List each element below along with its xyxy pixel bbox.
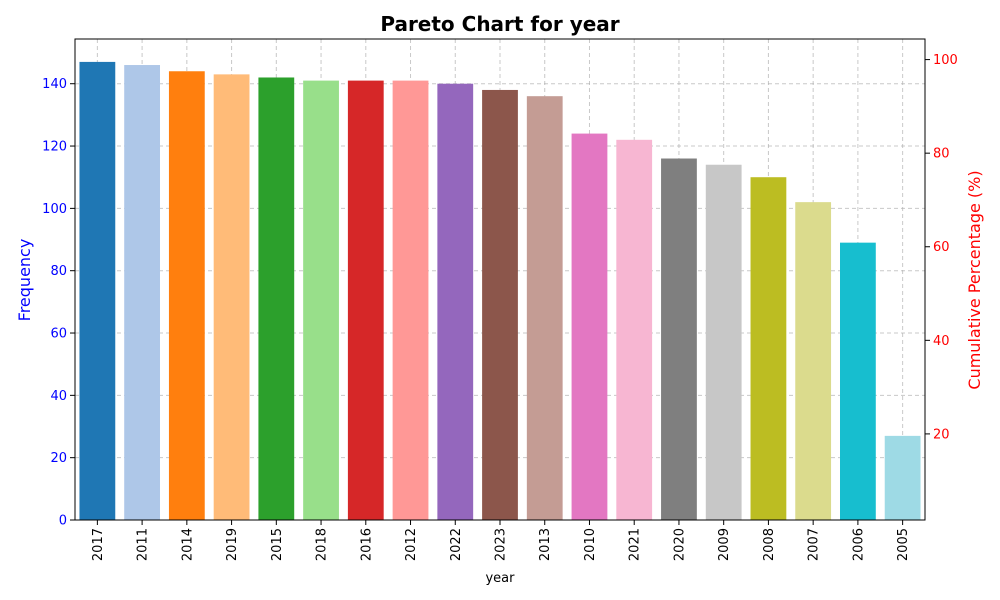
y-tick-label: 140 <box>42 77 67 92</box>
y-tick-label: 80 <box>50 264 67 279</box>
x-tick-label: 2014 <box>180 528 195 561</box>
x-tick-label: 2021 <box>628 528 643 561</box>
bar-2013 <box>526 96 563 521</box>
y2-axis-label: Cumulative Percentage (%) <box>965 170 984 389</box>
bar-2021 <box>616 139 653 520</box>
bar-2018 <box>303 80 339 520</box>
y-tick-label: 100 <box>42 202 67 217</box>
y2-tick-label: 60 <box>933 240 950 255</box>
y-tick-label: 120 <box>42 140 67 155</box>
y-axis-ticks: 0 20 40 60 80 100 120 140 <box>42 77 75 529</box>
y2-tick-label: 100 <box>933 53 958 68</box>
y2-tick-label: 20 <box>933 427 950 442</box>
x-tick-label: 2016 <box>359 528 374 561</box>
bar-2011 <box>124 65 160 520</box>
bar-2014 <box>168 71 205 520</box>
x-tick-label: 2015 <box>270 528 285 561</box>
y-axis-label: Frequency <box>15 239 34 322</box>
y-tick-label: 40 <box>50 389 67 404</box>
x-tick-label: 2020 <box>672 528 687 561</box>
y-tick-label: 60 <box>50 327 67 342</box>
x-tick-label: 2012 <box>404 528 419 561</box>
y2-axis-ticks: 20 40 60 80 100 <box>925 53 958 442</box>
y-tick-label: 0 <box>59 514 67 529</box>
x-tick-label: 2005 <box>896 528 911 561</box>
bar-2009 <box>705 164 742 520</box>
x-tick-label: 2009 <box>717 528 732 561</box>
bar-2022 <box>437 83 474 521</box>
bar-2019 <box>213 74 250 521</box>
bar-2010 <box>571 133 608 520</box>
bar-2012 <box>392 80 429 520</box>
x-tick-label: 2023 <box>494 528 509 561</box>
x-tick-label: 2008 <box>762 528 777 561</box>
bar-2023 <box>482 89 518 520</box>
x-tick-label: 2010 <box>583 528 598 561</box>
bar-2020 <box>661 158 697 520</box>
y2-tick-label: 40 <box>933 334 950 349</box>
bar-2005 <box>884 435 921 520</box>
x-axis-ticks: 2017 2011 2014 2019 2015 2018 2016 2012 2022 2023… <box>91 520 911 561</box>
x-tick-label: 2007 <box>807 528 822 561</box>
bar-2006 <box>840 242 876 520</box>
x-tick-label: 2019 <box>225 528 240 561</box>
x-tick-label: 2018 <box>315 528 330 561</box>
bar-2015 <box>258 77 295 520</box>
bar-2008 <box>750 177 787 520</box>
x-axis-label: year <box>485 571 515 586</box>
bar-2007 <box>795 202 832 520</box>
bar-series <box>79 61 921 521</box>
x-tick-label: 2006 <box>851 528 866 561</box>
chart-title: Pareto Chart for year <box>380 12 619 36</box>
bar-2017 <box>79 61 116 521</box>
y2-tick-label: 80 <box>933 147 950 162</box>
bar-2016 <box>347 80 384 520</box>
x-tick-label: 2017 <box>91 528 106 561</box>
y-tick-label: 20 <box>50 451 67 466</box>
x-tick-label: 2011 <box>136 528 151 561</box>
x-tick-label: 2022 <box>449 528 464 561</box>
x-tick-label: 2013 <box>538 528 553 561</box>
